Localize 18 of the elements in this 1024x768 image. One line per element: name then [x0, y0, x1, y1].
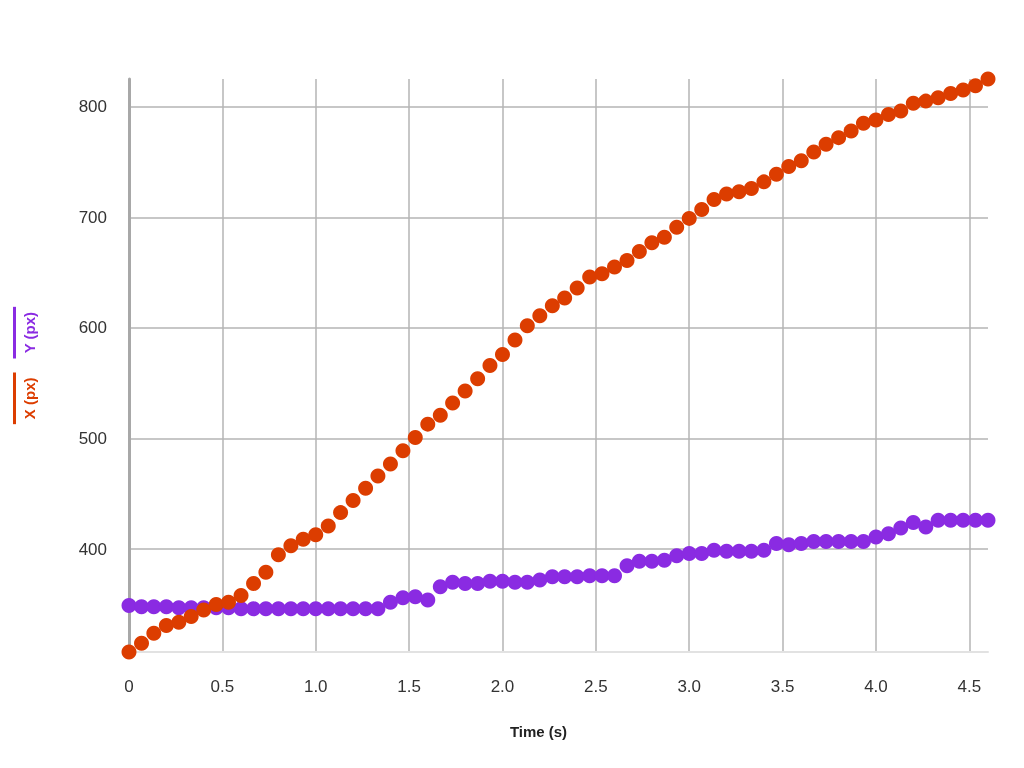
y-tick-label: 500 [78, 429, 107, 449]
x-tick-label: 1.5 [397, 677, 421, 696]
y-tick-label: 400 [78, 539, 107, 559]
y-tick-label: 800 [78, 97, 107, 117]
x-tick-label: 4.5 [957, 677, 982, 696]
x-tick-label: 2.5 [584, 677, 608, 696]
x-tick-label: 3.0 [677, 677, 702, 696]
x-tick-label: 4.0 [864, 677, 888, 696]
x-tick-label: 0 [124, 677, 134, 696]
x-axis-title: Time (s) [509, 723, 568, 740]
text: Y (px) [20, 311, 38, 354]
x-tick-label: 3.5 [770, 677, 795, 696]
x-tick-label: 1.0 [303, 677, 328, 696]
y-tick-label: 700 [78, 207, 107, 227]
y-tick-label: 600 [78, 318, 107, 338]
x-tick-label: 2.0 [490, 677, 515, 696]
text: X (px) [20, 377, 38, 420]
x-tick-label: 0.5 [210, 677, 235, 696]
